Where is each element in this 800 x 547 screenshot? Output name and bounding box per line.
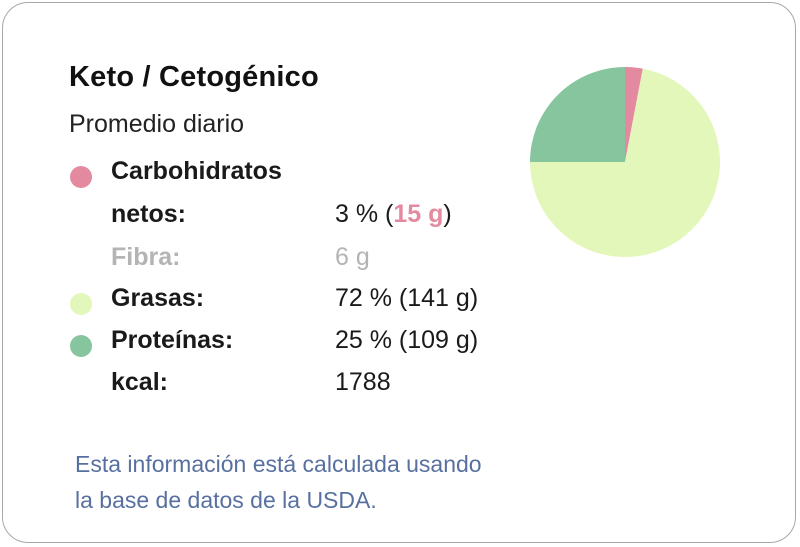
diet-subtitle: Promedio diario (69, 110, 245, 138)
carbs-value-close: ) (443, 200, 452, 228)
carbs-legend-dot (70, 166, 92, 188)
diet-title: Keto / Cetogénico (69, 61, 319, 93)
fiber-label: Fibra: (111, 243, 181, 271)
protein-value: 25 % (109 g) (335, 326, 479, 354)
macros-pie-chart (530, 67, 720, 257)
pie-slice-carbs (625, 67, 643, 162)
carbs-label-line1: Carbohidratos (111, 157, 282, 185)
footnote-line2: la base de datos de la USDA. (75, 487, 377, 513)
kcal-label: kcal: (111, 368, 168, 396)
pie-slice-protein (530, 67, 625, 162)
footnote-line1: Esta información está calculada usando (75, 451, 482, 477)
carbs-label-line2: netos: (111, 200, 186, 228)
protein-legend-dot (70, 335, 92, 357)
carbs-percent: 3 % ( (335, 200, 394, 228)
carbs-value: 3 % (15 g) (335, 200, 452, 229)
carbs-grams: 15 g (393, 200, 444, 228)
protein-label: Proteínas: (111, 326, 234, 354)
fat-legend-dot (70, 293, 92, 315)
fat-value: 72 % (141 g) (335, 284, 479, 312)
fat-label: Grasas: (111, 284, 205, 312)
pie-slice-fat (530, 68, 720, 257)
fiber-value: 6 g (335, 243, 370, 271)
kcal-value: 1788 (335, 368, 391, 396)
